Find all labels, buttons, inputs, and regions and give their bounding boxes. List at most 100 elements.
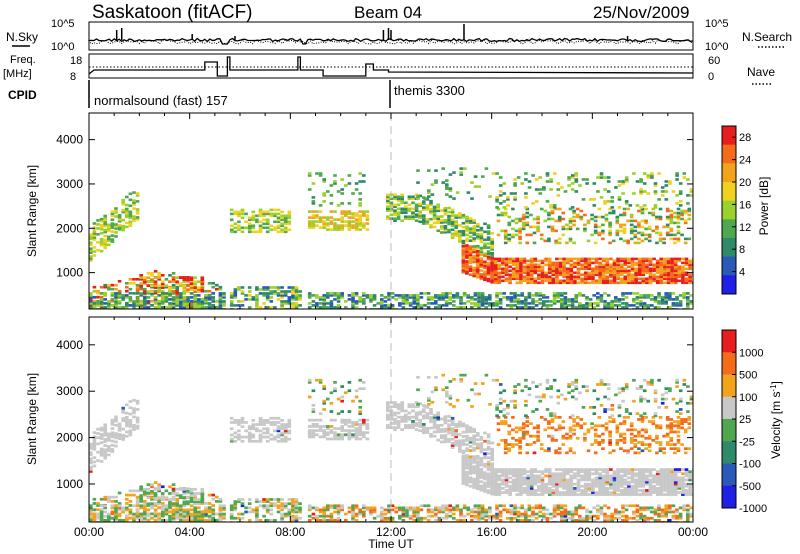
power-cell: [358, 222, 362, 225]
velocity-cell: [490, 452, 494, 455]
power-cell: [351, 298, 355, 301]
power-cell: [322, 294, 326, 297]
power-cell: [676, 225, 681, 229]
velocity-cell: [280, 514, 284, 518]
velocity-cell: [567, 516, 571, 520]
power-cell: [265, 294, 270, 297]
power-cell: [110, 230, 115, 233]
power-cell: [110, 283, 115, 287]
velocity-cell: [527, 506, 532, 510]
power-cell: [537, 277, 541, 281]
power-cell: [326, 292, 330, 295]
velocity-cell: [459, 514, 463, 518]
velocity-cell: [99, 514, 104, 518]
velocity-cell: [218, 500, 223, 503]
power-cell: [670, 267, 674, 271]
power-cell: [472, 256, 476, 260]
velocity-cell: [175, 508, 179, 512]
velocity-cell: [182, 504, 187, 508]
power-cell: [179, 300, 183, 303]
velocity-cell: [283, 502, 288, 506]
power-cell: [525, 233, 530, 237]
power-cell: [247, 294, 252, 297]
velocity-cell: [218, 516, 223, 520]
power-cell: [351, 214, 355, 217]
velocity-cell: [251, 419, 256, 422]
power-cell: [465, 262, 469, 265]
velocity-cell: [444, 508, 449, 512]
velocity-cell: [429, 426, 433, 430]
velocity-cell: [394, 510, 398, 514]
power-cell: [125, 296, 129, 299]
velocity-cell: [468, 459, 473, 463]
power-cell: [411, 213, 415, 216]
velocity-cell: [465, 475, 469, 478]
power-cell: [142, 278, 147, 281]
velocity-cell: [639, 506, 643, 510]
power-cell: [622, 227, 627, 231]
velocity-cell: [110, 506, 115, 510]
power-cell: [621, 180, 625, 183]
velocity-cell: [200, 510, 205, 514]
power-cell: [681, 281, 685, 285]
power-cell: [143, 282, 147, 285]
power-cell: [658, 217, 663, 221]
power-cell: [583, 227, 587, 231]
power-cell: [627, 261, 631, 265]
power-cell: [555, 277, 559, 281]
power-cell: [276, 226, 281, 230]
power-cell: [294, 302, 299, 305]
velocity-cell: [430, 514, 434, 518]
velocity-cell: [197, 514, 201, 518]
velocity-cell: [318, 435, 323, 439]
power-cell: [610, 196, 615, 199]
power-cell: [251, 218, 256, 222]
velocity-cell: [486, 433, 491, 437]
velocity-cell: [186, 512, 190, 516]
power-cell: [311, 210, 316, 213]
power-cell: [182, 292, 187, 295]
power-cell: [671, 304, 676, 307]
velocity-cell: [161, 506, 165, 509]
power-cell: [531, 174, 535, 177]
velocity-cell: [89, 459, 93, 463]
power-cell: [269, 224, 274, 228]
power-cell: [565, 257, 570, 261]
velocity-cell: [240, 502, 245, 506]
velocity-cell: [99, 437, 104, 440]
power-cell: [107, 302, 111, 305]
power-cell: [143, 287, 147, 291]
power-cell: [110, 234, 115, 237]
velocity-cell: [386, 403, 390, 407]
velocity-cell: [207, 502, 212, 505]
velocity-cell: [255, 500, 259, 503]
power-cell: [432, 215, 437, 219]
power-cell: [641, 259, 646, 263]
velocity-cell: [524, 514, 528, 518]
power-cell: [515, 277, 520, 281]
velocity-cell: [416, 512, 420, 516]
velocity-cell: [107, 500, 111, 503]
velocity-cell: [621, 504, 625, 508]
power-cell: [626, 207, 630, 211]
velocity-cell: [135, 424, 140, 428]
power-cell: [488, 304, 492, 307]
power-cell: [468, 219, 473, 222]
velocity-cell: [186, 514, 190, 518]
velocity-cell: [416, 510, 420, 514]
velocity-cell: [125, 502, 129, 505]
power-cell: [683, 221, 688, 225]
power-cell: [615, 229, 620, 233]
power-cell: [287, 220, 292, 224]
power-cell: [657, 172, 661, 175]
power-cell: [519, 277, 523, 281]
velocity-cell: [291, 500, 295, 503]
velocity-cell: [664, 512, 668, 516]
power-cell: [110, 294, 115, 297]
power-cell: [533, 281, 538, 285]
power-cell: [269, 214, 274, 218]
power-cell: [597, 233, 602, 237]
power-cell: [558, 261, 563, 265]
power-cell: [182, 286, 187, 289]
power-cell: [387, 298, 391, 301]
